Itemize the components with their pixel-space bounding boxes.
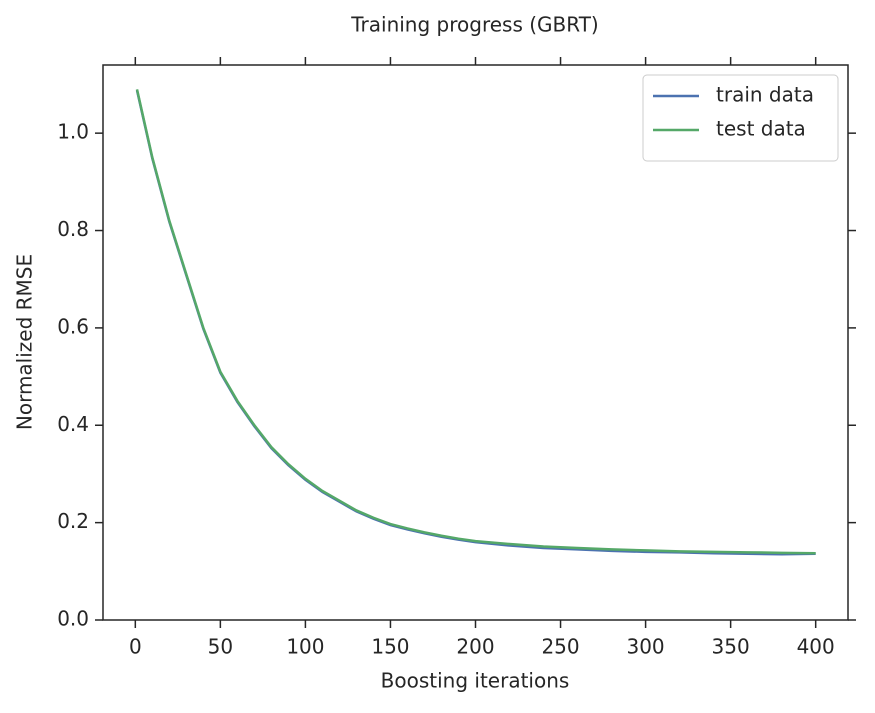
x-tick-label: 200	[456, 635, 494, 659]
y-tick-label: 0.4	[57, 412, 89, 436]
x-tick-label: 150	[371, 635, 409, 659]
x-tick-label: 250	[541, 635, 579, 659]
y-tick-label: 0.2	[57, 509, 89, 533]
x-axis-label: Boosting iterations	[381, 669, 570, 693]
x-tick-label: 0	[129, 635, 142, 659]
line-series	[135, 89, 816, 555]
plot-frame	[102, 64, 849, 621]
legend-label: train data	[716, 83, 814, 107]
y-axis-label: Normalized RMSE	[13, 254, 37, 430]
x-tick-label: 400	[797, 635, 835, 659]
y-tick-label: 0.6	[57, 314, 89, 338]
x-tick-label: 350	[712, 635, 750, 659]
chart-title: Training progress (GBRT)	[350, 13, 598, 37]
y-tick-label: 0.8	[57, 217, 89, 241]
y-tick-label: 1.0	[57, 120, 89, 144]
x-tick-label: 50	[208, 635, 233, 659]
y-tick-label: 0.0	[57, 607, 89, 631]
x-tick-label: 100	[286, 635, 324, 659]
legend-label: test data	[716, 117, 806, 141]
x-tick-label: 300	[626, 635, 664, 659]
